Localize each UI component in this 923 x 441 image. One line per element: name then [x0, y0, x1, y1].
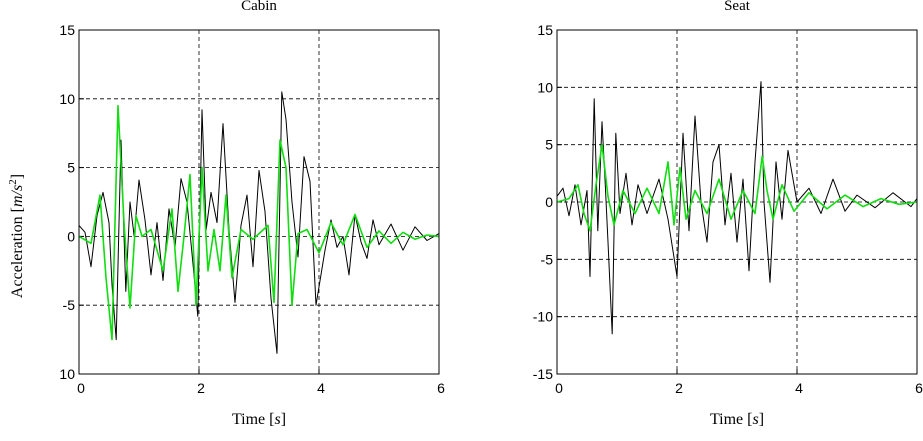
seat-x-tick-label: 0	[555, 380, 563, 396]
cabin-axes-frame	[78, 29, 440, 375]
cabin-x-tick-label: 0	[77, 380, 85, 396]
seat-axes-frame	[556, 29, 918, 375]
cabin-y-tick-label: 5	[67, 160, 75, 176]
cabin-y-tick-label: 0	[67, 228, 75, 244]
seat-y-tick-label: -10	[533, 309, 553, 325]
cabin-y-tick-label: 10	[59, 366, 75, 382]
cabin-chart-title: Cabin	[241, 0, 277, 14]
cabin-series-1-line	[78, 91, 440, 354]
seat-x-tick-label: 6	[915, 380, 923, 396]
cabin-chart-x-axis-label: Time [s]	[232, 411, 286, 428]
seat-y-tick-label: 10	[537, 79, 553, 95]
seat-chart: Seat Time [s] 0 2 4 6 15 10 5 0 -5 -10 -15	[533, 0, 923, 428]
seat-series-2-line	[556, 143, 918, 232]
cabin-y-tick-label: 15	[59, 22, 75, 38]
cabin-x-tick-label: 6	[437, 380, 445, 396]
seat-y-tick-label: -15	[533, 366, 553, 382]
cabin-x-tick-label: 2	[197, 380, 205, 396]
seat-y-tick-label: 0	[545, 194, 553, 210]
cabin-plot-area	[79, 30, 439, 374]
seat-plot-area	[557, 30, 917, 374]
cabin-y-tick-label: 10	[59, 91, 75, 107]
cabin-series-2-line	[78, 104, 440, 341]
seat-x-tick-label: 4	[795, 380, 803, 396]
seat-chart-x-axis-label: Time [s]	[710, 411, 764, 428]
seat-y-tick-label: 5	[545, 137, 553, 153]
cabin-chart: Cabin Time [s] Acceleration [m/s2] 0 2 4 6 1…	[7, 0, 445, 428]
cabin-x-tick-label: 4	[317, 380, 325, 396]
seat-x-tick-label: 2	[675, 380, 683, 396]
seat-chart-title: Seat	[724, 0, 751, 14]
seat-y-tick-label: -5	[541, 251, 554, 267]
seat-y-tick-label: 15	[537, 22, 553, 38]
cabin-y-tick-label: -5	[63, 297, 76, 313]
cabin-chart-y-axis-label: Acceleration [m/s2]	[7, 174, 26, 298]
